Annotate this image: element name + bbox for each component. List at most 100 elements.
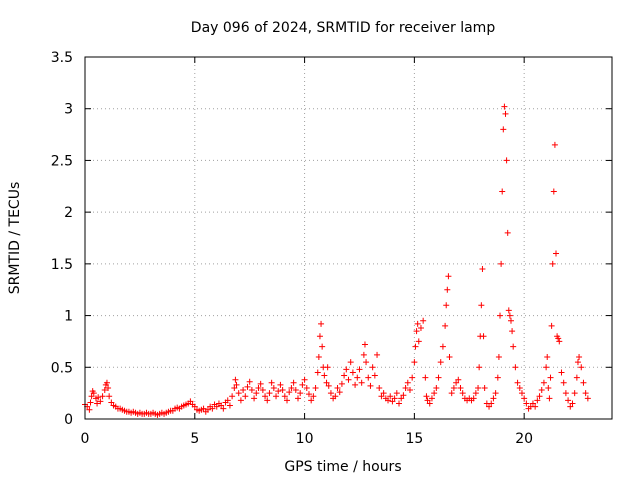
data-point — [547, 374, 554, 381]
x-tick-label: 15 — [405, 431, 423, 447]
data-point — [411, 359, 418, 366]
data-point — [481, 384, 488, 391]
data-point — [503, 157, 510, 164]
data-point — [532, 403, 539, 410]
data-point — [420, 317, 427, 324]
data-point — [433, 384, 440, 391]
data-point — [453, 379, 460, 386]
data-point — [297, 390, 304, 397]
y-tick-label: 2.5 — [51, 153, 73, 169]
data-point — [459, 390, 466, 397]
data-point — [396, 400, 403, 407]
data-point — [538, 387, 545, 394]
data-point — [253, 390, 260, 397]
data-point — [235, 390, 242, 397]
x-tick-label: 5 — [190, 431, 199, 447]
data-point — [480, 333, 487, 340]
data-point — [266, 390, 273, 397]
data-point — [404, 379, 411, 386]
data-point — [387, 393, 394, 400]
data-point — [555, 335, 562, 342]
data-point — [191, 403, 198, 410]
y-tick-label: 1 — [64, 309, 73, 325]
data-point — [312, 384, 319, 391]
data-point — [536, 393, 543, 400]
data-point — [229, 393, 236, 400]
data-point — [455, 376, 462, 383]
data-point — [226, 402, 233, 409]
data-point — [352, 381, 359, 388]
data-point — [244, 383, 251, 390]
data-point — [415, 338, 422, 345]
x-tick-label: 20 — [515, 431, 533, 447]
data-point — [558, 369, 565, 376]
data-point — [514, 379, 521, 386]
y-tick-label: 3.5 — [51, 50, 73, 66]
data-point — [264, 397, 271, 404]
data-point — [529, 400, 536, 407]
y-tick-label: 3 — [64, 102, 73, 118]
data-point — [369, 364, 376, 371]
data-point — [288, 384, 295, 391]
data-point — [87, 399, 94, 406]
data-point — [108, 399, 115, 406]
data-point — [457, 384, 464, 391]
data-point — [209, 405, 216, 412]
data-point — [220, 405, 227, 412]
data-point — [360, 351, 367, 358]
data-point — [97, 398, 104, 405]
data-point — [106, 393, 113, 400]
data-point — [345, 376, 352, 383]
data-point — [412, 343, 419, 350]
data-point — [445, 273, 452, 280]
data-point — [414, 320, 421, 327]
data-point — [95, 394, 102, 401]
data-point — [292, 387, 299, 394]
x-axis-label: GPS time / hours — [284, 459, 401, 475]
data-point — [417, 324, 424, 331]
data-point — [507, 317, 514, 324]
data-point — [444, 286, 451, 293]
data-point — [490, 395, 497, 402]
data-point — [310, 393, 317, 400]
data-point — [242, 393, 249, 400]
data-point — [336, 389, 343, 396]
data-point — [506, 312, 513, 319]
data-point — [270, 384, 277, 391]
data-point — [549, 260, 556, 267]
data-point — [343, 366, 350, 373]
tick-labels: 0 5 10 15 20 0 0.5 1 1.5 2 2.5 3 3.5 — [51, 50, 533, 447]
data-point — [308, 397, 315, 404]
data-point — [213, 403, 220, 410]
data-point — [334, 384, 341, 391]
data-point — [439, 343, 446, 350]
data-point — [231, 384, 238, 391]
data-point — [286, 389, 293, 396]
data-point — [495, 353, 502, 360]
data-point — [516, 384, 523, 391]
data-point — [523, 400, 530, 407]
data-point — [580, 379, 587, 386]
data-point — [257, 380, 264, 387]
data-point — [548, 322, 555, 329]
data-point — [550, 188, 557, 195]
data-point — [400, 392, 407, 399]
data-point — [398, 395, 405, 402]
data-point — [323, 379, 330, 386]
data-point — [378, 393, 385, 400]
data-point — [534, 397, 541, 404]
data-point — [576, 353, 583, 360]
data-point — [478, 302, 485, 309]
data-point — [502, 110, 509, 117]
data-point — [356, 366, 363, 373]
data-point — [472, 390, 479, 397]
data-point — [479, 266, 486, 273]
data-point — [476, 364, 483, 371]
data-point — [290, 379, 297, 386]
x-tick-label: 0 — [81, 431, 90, 447]
data-point — [294, 395, 301, 402]
data-point — [305, 391, 312, 398]
data-point — [443, 302, 450, 309]
data-point — [232, 376, 239, 383]
data-point — [299, 381, 306, 388]
